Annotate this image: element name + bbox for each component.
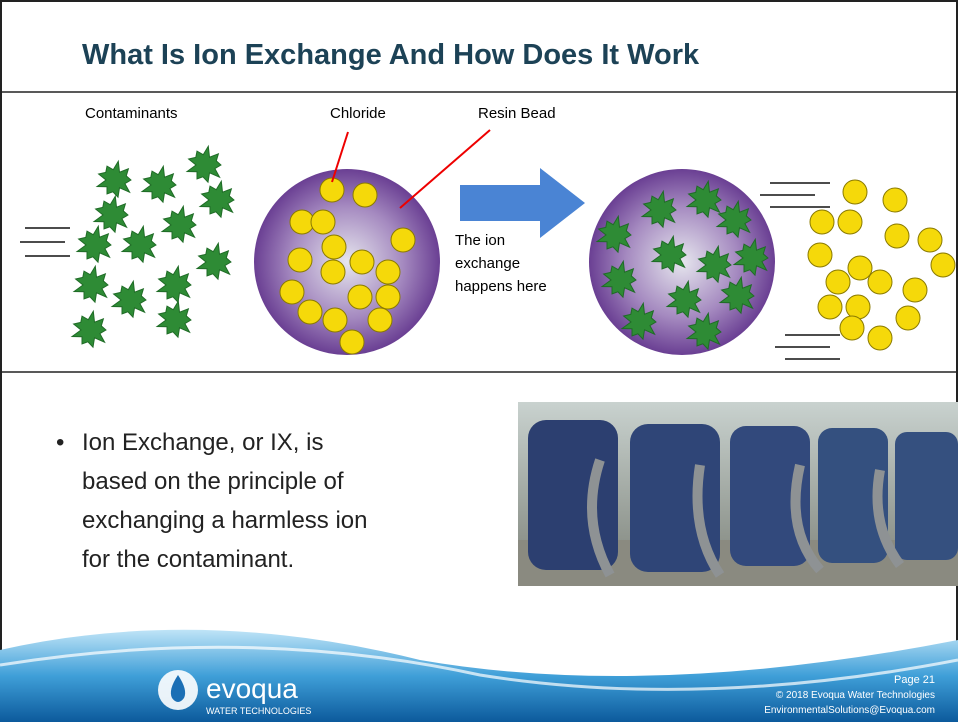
- label: Resin Bead: [478, 105, 556, 122]
- chloride-ion: [825, 269, 851, 295]
- contaminant: [92, 194, 129, 234]
- page: Page 21: [894, 674, 935, 686]
- contaminant: [75, 224, 112, 264]
- contaminant: [155, 264, 192, 304]
- contaminant: [70, 309, 107, 349]
- contaminant: [640, 189, 677, 229]
- contaminant: [600, 259, 637, 299]
- chloride-ion: [902, 277, 928, 303]
- contaminant: [198, 179, 235, 219]
- contaminant: [72, 264, 109, 304]
- chloride-ion: [842, 179, 868, 205]
- contaminant: [155, 299, 192, 339]
- contaminant: [732, 237, 769, 277]
- copyright: © 2018 Evoqua Water Technologies: [776, 690, 935, 701]
- chloride-ion: [882, 187, 908, 213]
- chloride-ion: [895, 305, 921, 331]
- contaminant: [185, 144, 222, 184]
- email: EnvironmentalSolutions@Evoqua.com: [764, 705, 935, 716]
- contaminant: [595, 214, 632, 254]
- title: What Is Ion Exchange And How Does It Wor…: [82, 39, 700, 71]
- arrow: [460, 168, 585, 238]
- contaminant: [620, 301, 657, 341]
- contaminant: [140, 164, 177, 204]
- chloride-ion: [884, 223, 910, 249]
- contaminant: [695, 244, 732, 284]
- chloride-ion: [817, 294, 843, 320]
- logo: evoqua: [206, 673, 298, 704]
- chloride-ion: [287, 247, 313, 273]
- chloride-ion: [310, 209, 336, 235]
- contaminant: [715, 199, 752, 239]
- contaminant: [110, 279, 147, 319]
- note: The ion exchange happens here: [455, 232, 547, 295]
- chloride-ion: [347, 284, 373, 310]
- chloride-ion: [319, 177, 345, 203]
- chloride-ion: [375, 259, 401, 285]
- chloride-ion: [375, 284, 401, 310]
- contaminant: [650, 234, 687, 274]
- chloride-ion: [837, 209, 863, 235]
- chloride-ion: [839, 315, 865, 341]
- footer: evoqua WATER TECHNOLOGIES Page 21 © 2018…: [0, 629, 958, 722]
- contaminant: [685, 179, 722, 219]
- chloride-ion: [867, 269, 893, 295]
- chloride-ion: [847, 255, 873, 281]
- contaminant: [160, 204, 197, 244]
- chloride-ion: [807, 242, 833, 268]
- chloride-ion: [289, 209, 315, 235]
- flow-lines: [20, 182, 840, 360]
- contaminant: [120, 224, 157, 264]
- label: Chloride: [330, 105, 386, 122]
- chloride-ion: [339, 329, 365, 355]
- chloride-ion: [367, 307, 393, 333]
- chloride-ion: [297, 299, 323, 325]
- chloride-ion: [809, 209, 835, 235]
- chloride-ion: [322, 307, 348, 333]
- chloride-ion: [845, 294, 871, 320]
- diagram: Contaminants Chloride Resin Bead The ion…: [20, 105, 956, 360]
- label: Contaminants: [85, 105, 178, 122]
- contaminant: [718, 275, 755, 315]
- chloride-ion: [321, 234, 347, 260]
- chloride-ion: [930, 252, 956, 278]
- contaminant: [685, 311, 722, 351]
- chloride-ion: [390, 227, 416, 253]
- contaminant: [665, 279, 702, 319]
- chloride-ion: [279, 279, 305, 305]
- chloride-ion: [320, 259, 346, 285]
- chloride-ion: [867, 325, 893, 351]
- chloride-ion: [917, 227, 943, 253]
- bullet: • Ion Exchange, or IX, is based on the p…: [56, 429, 374, 573]
- contaminant: [95, 159, 132, 199]
- chloride-ion: [349, 249, 375, 275]
- photo: [518, 402, 958, 586]
- chloride-ion: [352, 182, 378, 208]
- logo-sub: WATER TECHNOLOGIES: [206, 706, 311, 716]
- pointers: [331, 129, 491, 209]
- contaminant: [195, 241, 232, 281]
